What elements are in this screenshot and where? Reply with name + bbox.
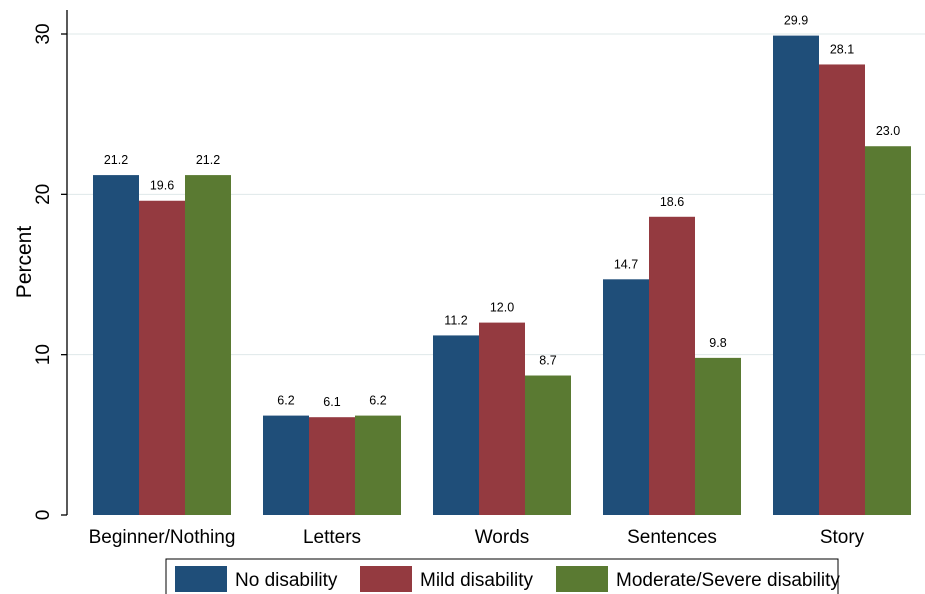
bar: [865, 146, 911, 515]
bar: [93, 175, 139, 516]
bar: [355, 415, 401, 515]
bar: [433, 335, 479, 515]
bar: [819, 64, 865, 516]
legend-box: [165, 558, 839, 594]
legend-label: Moderate/Severe disability: [616, 570, 840, 591]
bar-value-label: 29.9: [784, 14, 808, 28]
x-tick-label: Story: [820, 527, 865, 548]
bar-value-label: 8.7: [539, 354, 556, 368]
bar: [773, 35, 819, 515]
bar-value-label: 11.2: [444, 313, 467, 327]
legend-swatch: [556, 566, 608, 592]
x-tick-label: Words: [475, 527, 530, 548]
legend-label: Mild disability: [420, 570, 533, 591]
bar-value-label: 21.2: [104, 153, 128, 167]
legend: No disability Mild disability Moderate/Sev…: [165, 558, 840, 594]
y-ticks: 0 10 20 30: [33, 23, 67, 520]
bar-value-label: 6.2: [369, 394, 386, 408]
bar-value-label: 21.2: [196, 153, 220, 167]
legend-swatch: [360, 566, 412, 592]
x-tick-labels: Beginner/Nothing Letters Words Sentences Sto…: [89, 527, 865, 548]
bar: [309, 417, 355, 515]
y-tick-label: 0: [33, 510, 54, 521]
bar-value-label: 28.1: [830, 42, 854, 56]
axes: 0 10 20 30 Beginner/Nothing Letters Words Sent…: [33, 10, 865, 548]
bar: [695, 357, 741, 515]
x-tick-label: Letters: [303, 527, 361, 548]
x-tick-label: Beginner/Nothing: [89, 527, 236, 548]
y-tick-label: 30: [33, 23, 54, 44]
bar: [139, 200, 185, 515]
y-tick-label: 10: [33, 344, 54, 365]
bar-value-label: 19.6: [150, 179, 174, 193]
x-tick-label: Sentences: [627, 527, 717, 548]
bars: [93, 35, 911, 516]
bar: [263, 415, 309, 515]
legend-swatch: [175, 566, 227, 592]
bar-value-label: 12.0: [490, 301, 514, 315]
bar: [649, 216, 695, 515]
bar-value-label: 6.2: [277, 394, 294, 408]
bar-value-label: 14.7: [614, 257, 638, 271]
bar-value-labels: 21.2 19.6 21.2 6.2 6.1 6.2 11.2 12.0 8.7 14.7 18.6…: [104, 14, 900, 410]
bar-value-label: 6.1: [323, 395, 340, 409]
bar: [525, 375, 571, 515]
y-tick-label: 20: [33, 184, 54, 205]
bar: [603, 279, 649, 515]
y-axis-title: Percent: [13, 226, 36, 299]
legend-label: No disability: [235, 570, 338, 591]
bar: [479, 322, 525, 515]
bar-value-label: 18.6: [660, 195, 684, 209]
bar-value-label: 23.0: [876, 124, 900, 138]
bar: [185, 175, 231, 516]
bar-value-label: 9.8: [709, 336, 726, 350]
